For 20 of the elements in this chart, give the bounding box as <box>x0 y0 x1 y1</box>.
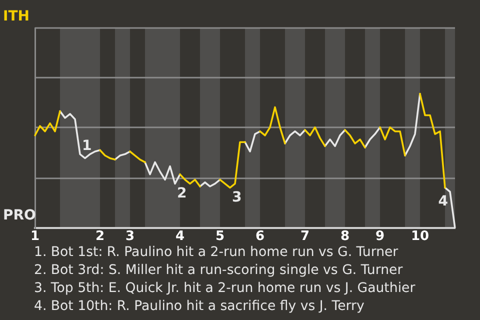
x-tick-label: 5 <box>215 229 225 244</box>
x-tick-label: 10 <box>410 229 430 244</box>
x-tick-label: 9 <box>375 229 385 244</box>
annotation: 4 <box>438 193 448 210</box>
x-tick-label: 7 <box>300 229 310 244</box>
text: ITH <box>3 8 30 25</box>
x-tick-label: 3 <box>125 229 135 244</box>
annotation: 3 <box>232 189 242 206</box>
x-tick-label: 1 <box>30 229 40 244</box>
x-tick-label: 2 <box>95 229 105 244</box>
text: 2. Bot 3rd: S. Miller hit a run-scoring single vs G. Turner <box>34 262 404 280</box>
text: 1. Bot 1st: R. Paulino hit a 2-run home run vs G. Turner <box>34 244 400 262</box>
x-tick-label: 6 <box>255 229 265 244</box>
x-tick-label: 8 <box>340 229 350 244</box>
annotation: 1 <box>82 138 92 154</box>
text: 3. Top 5th: E. Quick Jr. hit a 2-run home run vs J. Gauthier <box>34 280 416 298</box>
text: 4. Bot 10th: R. Paulino hit a sacrifice fly vs J. Terry <box>34 298 366 316</box>
text: PRO <box>3 208 36 224</box>
x-tick-label: 4 <box>175 229 185 244</box>
annotation: 2 <box>177 185 187 202</box>
